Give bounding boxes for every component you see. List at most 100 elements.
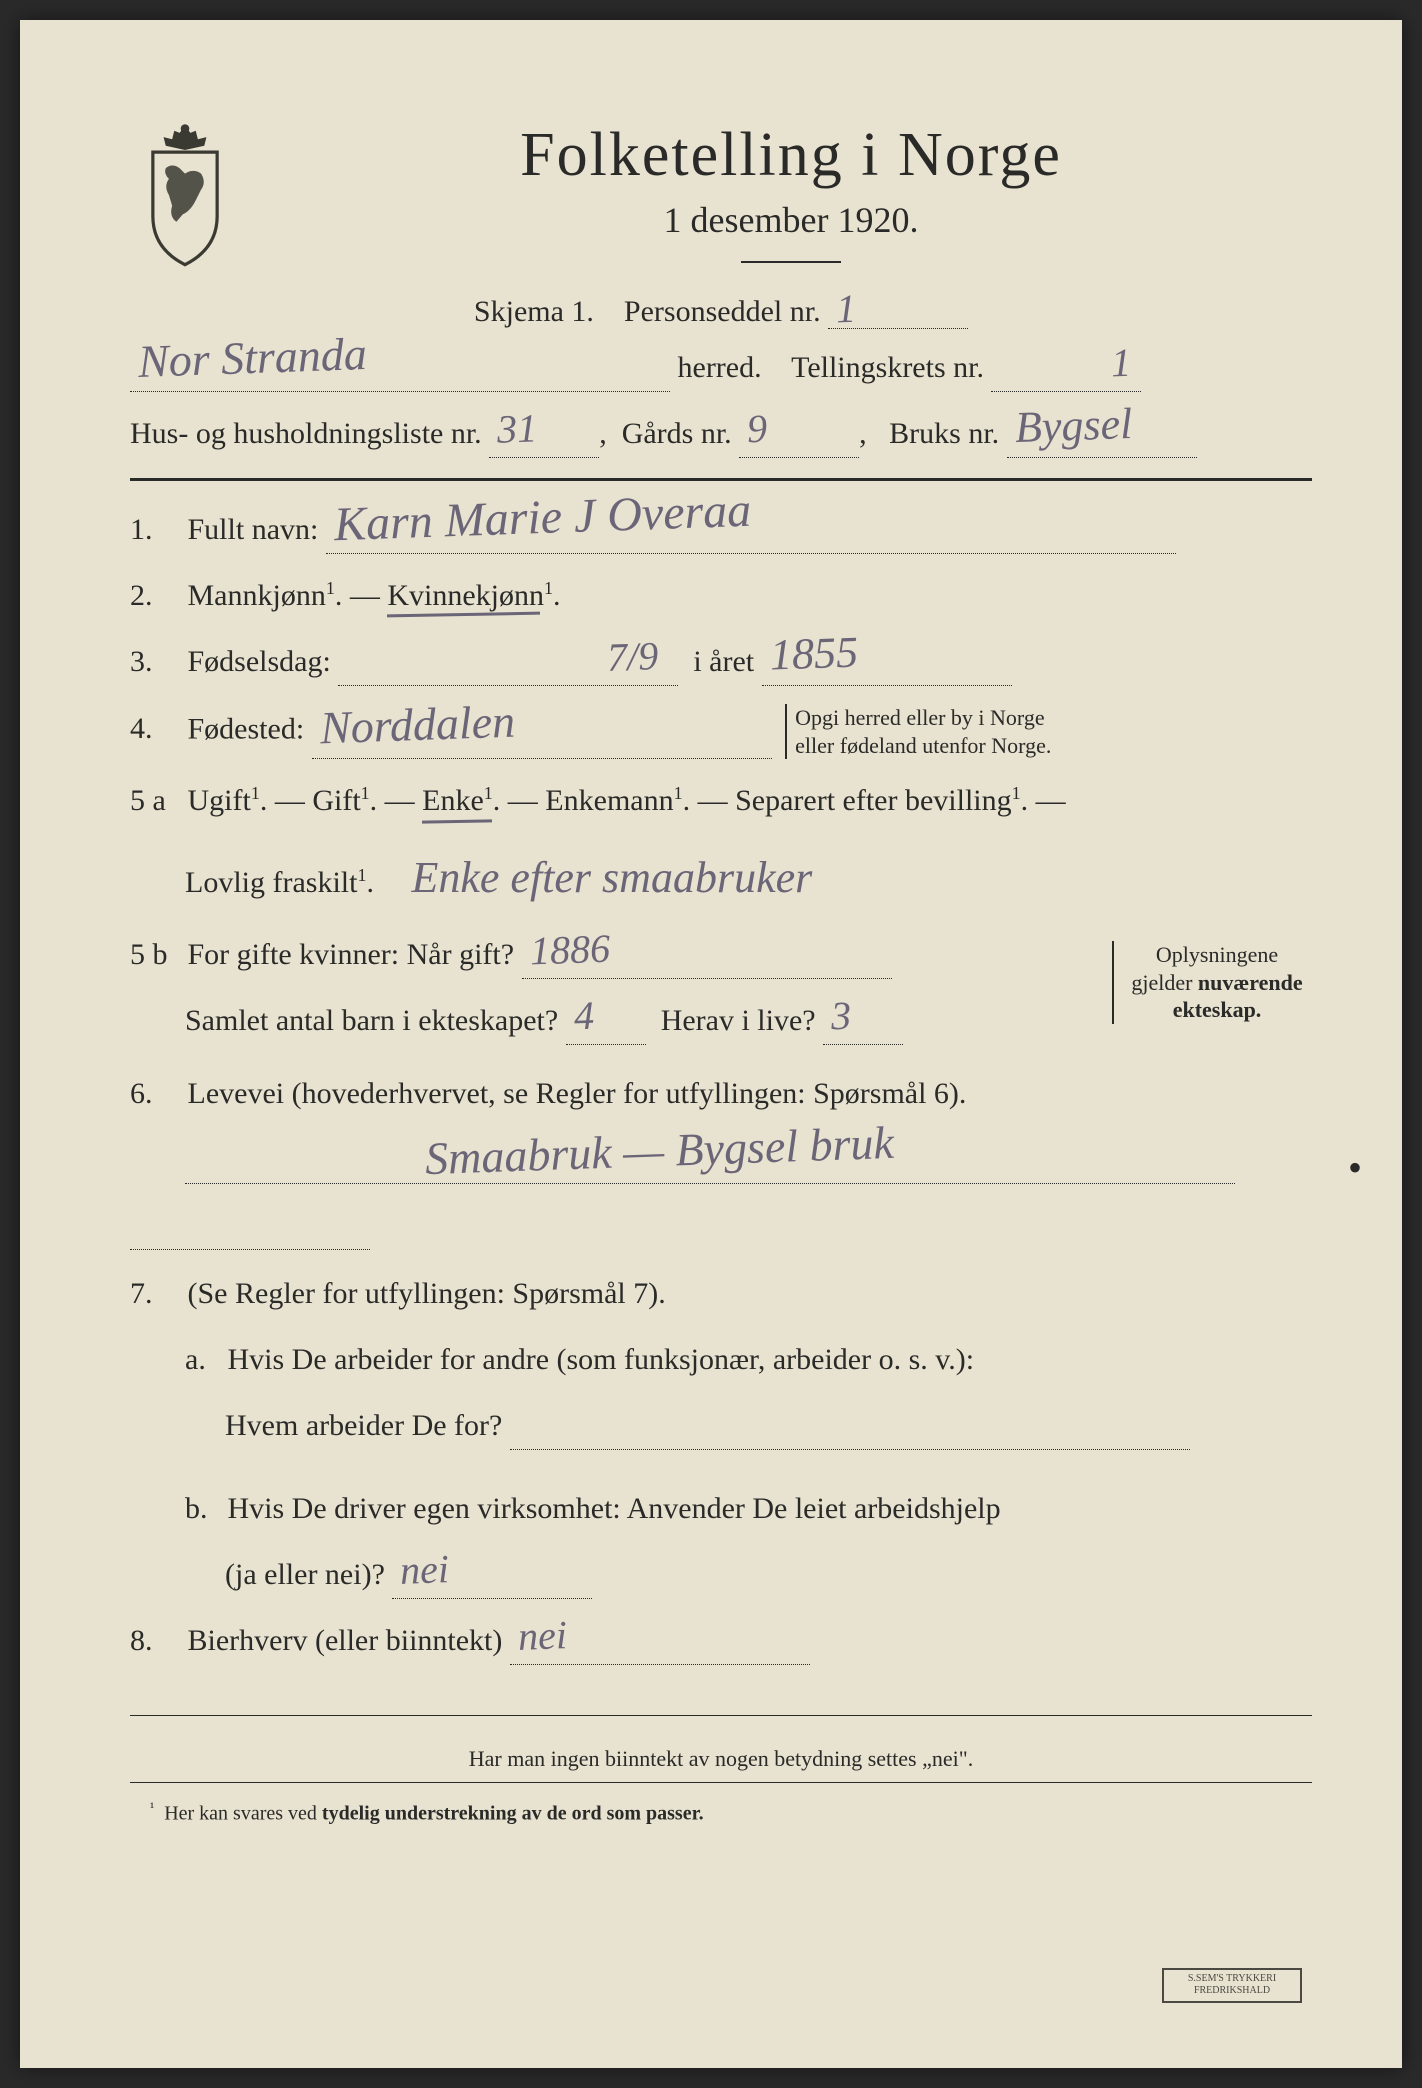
gards-field: 9	[739, 422, 859, 458]
q7b-line1: b. Hvis De driver egen virksomhet: Anven…	[130, 1485, 1312, 1533]
q4-line: 4. Fødested: Norddalen Opgi herred eller…	[130, 704, 1312, 759]
q7a-text: Hvis De arbeider for andre (som funksjon…	[228, 1343, 975, 1376]
q4-note-l2: eller fødeland utenfor Norge.	[795, 733, 1051, 758]
q5a-num: 5 a	[130, 777, 180, 825]
q4-num: 4.	[130, 705, 180, 753]
q5b-value3: 3	[830, 984, 852, 1049]
q1-label: Fullt navn:	[188, 513, 319, 546]
tellingskrets-value: 1	[1110, 331, 1132, 396]
footer-note1: Har man ingen biinntekt av nogen betydni…	[130, 1746, 1312, 1772]
q3-num: 3.	[130, 638, 180, 686]
q7b-text: Hvis De driver egen virksomhet: Anvender…	[228, 1492, 1001, 1525]
title-block: Folketelling i Norge 1 desember 1920.	[270, 120, 1312, 293]
bruks-value: Bygsel	[1013, 389, 1133, 463]
q5b-field3: 3	[823, 1009, 903, 1045]
q3-year-field: 1855	[762, 650, 1012, 686]
bruks-field: Bygsel	[1007, 422, 1197, 458]
q8-line: 8. Bierhverv (eller biinntekt) nei	[130, 1617, 1312, 1665]
footer-divider-1	[130, 1715, 1312, 1716]
main-title: Folketelling i Norge	[270, 120, 1312, 191]
q6-label: Levevei (hovederhvervet, se Regler for u…	[188, 1077, 967, 1110]
q4-field: Norddalen	[312, 723, 772, 759]
q3-label: Fødselsdag:	[188, 645, 331, 678]
q3-mid: i året	[693, 645, 754, 678]
q5b-label2: Samlet antal barn i ekteskapet?	[185, 1004, 558, 1037]
q1-value: Karn Marie J Overaa	[333, 473, 753, 564]
q6-field1: Smaabruk — Bygsel bruk	[185, 1139, 1235, 1184]
stamp-l1: S.SEM'S TRYKKERI	[1188, 1973, 1276, 1984]
q7-label: (Se Regler for utfyllingen: Spørsmål 7).	[188, 1277, 666, 1310]
bruks-label: Bruks nr.	[889, 417, 999, 450]
q6-value-line: Smaabruk — Bygsel bruk •	[130, 1136, 1312, 1184]
q5b-label1: For gifte kvinner: Når gift?	[188, 938, 515, 971]
q2-mann: Mannkjønn	[188, 579, 326, 612]
q2-kvinne-wrapper: Kvinnekjønn1.	[387, 579, 560, 612]
q2-kvinne: Kvinnekjønn	[387, 579, 544, 612]
q6-value: Smaabruk — Bygsel bruk	[424, 1106, 895, 1196]
q5a-selection-mark	[422, 819, 492, 823]
subtitle: 1 desember 1920.	[270, 199, 1312, 241]
q4-value: Norddalen	[318, 685, 516, 765]
q5a-options: Ugift1. — Gift1. — Enke1. — Enkemann1. —…	[188, 784, 1066, 817]
q4-label: Fødested:	[188, 712, 305, 745]
q1-field: Karn Marie J Overaa	[326, 518, 1176, 554]
q3-line: 3. Fødselsdag: 7/9 i året 1855	[130, 638, 1312, 686]
q4-note-l1: Opgi herred eller by i Norge	[795, 705, 1044, 730]
q6-field2	[130, 1210, 370, 1250]
q7a-num: a.	[130, 1336, 220, 1384]
q7-num: 7.	[130, 1270, 180, 1318]
q5b-label3: Herav i live?	[661, 1004, 816, 1037]
q7b-value: nei	[399, 1538, 450, 1604]
q1-num: 1.	[130, 506, 180, 554]
q7b-line2: (ja eller nei)? nei	[130, 1551, 1312, 1599]
q5b-note-l2: gjelder nuværende	[1131, 970, 1302, 995]
census-form-page: Folketelling i Norge 1 desember 1920. Sk…	[20, 20, 1402, 2068]
q2-line: 2. Mannkjønn1. — Kvinnekjønn1.	[130, 572, 1312, 620]
side-dot-icon: •	[1348, 1136, 1362, 1200]
q5b-field1: 1886	[522, 943, 892, 979]
q8-num: 8.	[130, 1617, 180, 1665]
personseddel-nr-value: 1	[835, 285, 857, 333]
header-row: Folketelling i Norge 1 desember 1920.	[130, 120, 1312, 293]
q7a-line2: Hvem arbeider De for?	[130, 1402, 1312, 1450]
herred-field: Nor Stranda	[130, 356, 670, 392]
q2-num: 2.	[130, 572, 180, 620]
q5b-field2: 4	[566, 1009, 646, 1045]
q1-line: 1. Fullt navn: Karn Marie J Overaa	[130, 506, 1312, 554]
q7a-line1: a. Hvis De arbeider for andre (som funks…	[130, 1336, 1312, 1384]
personseddel-label: Personseddel nr.	[624, 295, 821, 328]
husliste-value: 31	[496, 396, 538, 461]
coat-of-arms-icon	[130, 120, 240, 270]
q5b-line2: Samlet antal barn i ekteskapet? 4 Herav …	[130, 997, 1312, 1045]
husliste-field: 31	[489, 422, 599, 458]
q5a-lovlig: Lovlig fraskilt1.	[185, 866, 374, 899]
herred-value: Nor Stranda	[137, 317, 368, 399]
q5b-value2: 4	[573, 984, 595, 1049]
q5a-line1: 5 a Ugift1. — Gift1. — Enke1. — Enkemann…	[130, 777, 1312, 825]
herred-label: herred.	[678, 351, 762, 384]
q6-num: 6.	[130, 1070, 180, 1118]
q7b-label: (ja eller nei)?	[225, 1558, 385, 1591]
q7a-label: Hvem arbeider De for?	[225, 1409, 502, 1442]
tellingskrets-label: Tellingskrets nr.	[791, 351, 984, 384]
husliste-line: Hus- og husholdningsliste nr. 31 , Gårds…	[130, 410, 1312, 458]
q3-day-value: 7/9	[606, 624, 659, 690]
q8-label: Bierhverv (eller biinntekt)	[188, 1624, 503, 1657]
stamp-l2: FREDRIKSHALD	[1194, 1985, 1270, 1996]
q4-note: Opgi herred eller by i Norge eller fødel…	[785, 704, 1051, 759]
skjema-label: Skjema 1.	[474, 295, 594, 328]
q5b-note-l1: Oplysningene	[1156, 942, 1278, 967]
q7a-field	[510, 1414, 1190, 1450]
title-divider	[741, 261, 841, 263]
gards-value: 9	[746, 397, 768, 462]
gards-label: Gårds nr.	[622, 417, 732, 450]
q3-year-value: 1855	[768, 617, 858, 690]
q5a-annotation: Enke efter smaabruker	[411, 853, 812, 902]
q8-value: nei	[517, 1604, 568, 1670]
printer-stamp: S.SEM'S TRYKKERI FREDRIKSHALD	[1162, 1968, 1302, 2003]
q8-field: nei	[510, 1629, 810, 1665]
q5b-num: 5 b	[130, 931, 180, 979]
herred-line: Nor Stranda herred. Tellingskrets nr. 1	[130, 344, 1312, 392]
q5a-line2: Lovlig fraskilt1. Enke efter smaabruker	[130, 843, 1312, 913]
q7-line: 7. (Se Regler for utfyllingen: Spørsmål …	[130, 1270, 1312, 1318]
